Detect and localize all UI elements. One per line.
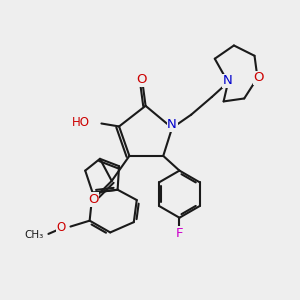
- Text: N: N: [223, 74, 233, 87]
- Text: HO: HO: [72, 116, 90, 128]
- Text: O: O: [88, 193, 99, 206]
- Text: F: F: [176, 226, 183, 239]
- Text: O: O: [254, 71, 264, 84]
- Text: N: N: [167, 118, 177, 131]
- Text: O: O: [57, 220, 66, 234]
- Text: O: O: [136, 74, 147, 86]
- Text: CH₃: CH₃: [24, 230, 44, 240]
